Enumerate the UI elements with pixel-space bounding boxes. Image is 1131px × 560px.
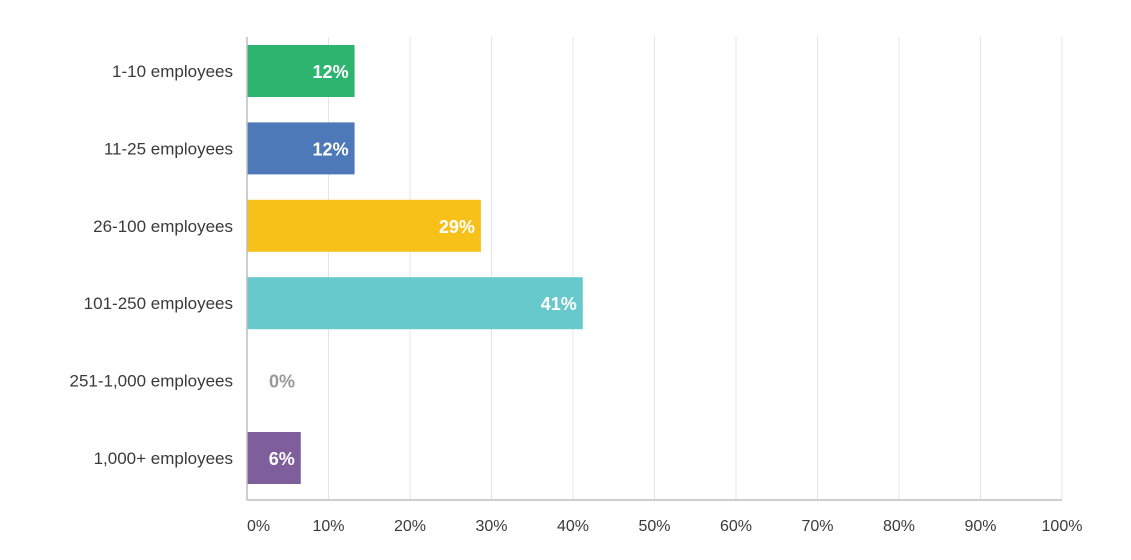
data-label: 12% — [313, 139, 349, 159]
x-tick-label: 80% — [883, 518, 915, 535]
x-tick-label: 0% — [247, 518, 270, 535]
data-label: 0% — [269, 372, 295, 392]
x-tick-label: 10% — [312, 518, 344, 535]
category-label: 1-10 employees — [112, 62, 233, 81]
x-tick-label: 40% — [557, 518, 589, 535]
category-labels: 1-10 employees 11-25 employees 26-100 empl… — [69, 62, 233, 468]
bars — [247, 45, 583, 484]
data-label: 29% — [439, 217, 475, 237]
category-label: 1,000+ employees — [94, 449, 233, 468]
data-label: 12% — [313, 62, 349, 82]
category-label: 26-100 employees — [93, 217, 233, 236]
category-label: 101-250 employees — [84, 294, 233, 313]
category-label: 11-25 employees — [104, 139, 233, 158]
x-tick-label: 20% — [394, 518, 426, 535]
x-tick-label: 50% — [638, 518, 670, 535]
bar — [247, 277, 583, 330]
data-label: 41% — [541, 294, 577, 314]
x-tick-label: 30% — [475, 518, 507, 535]
bar — [247, 199, 481, 252]
x-tick-label: 100% — [1042, 518, 1083, 535]
data-label: 6% — [269, 449, 295, 469]
x-tick-label: 70% — [801, 518, 833, 535]
category-label: 251-1,000 employees — [69, 372, 233, 391]
grid-lines — [328, 37, 1063, 500]
bar — [247, 432, 301, 484]
x-tick-labels: 0% 10% 20% 30% 40% 50% 60% 70% 80% 90% 100% — [247, 518, 1082, 535]
bar — [247, 122, 355, 175]
axes — [246, 37, 1062, 501]
x-tick-label: 60% — [720, 518, 752, 535]
bar — [247, 45, 355, 97]
x-tick-label: 90% — [964, 518, 996, 535]
data-labels: 12% 12% 29% 41% 0% 6% — [269, 62, 577, 469]
